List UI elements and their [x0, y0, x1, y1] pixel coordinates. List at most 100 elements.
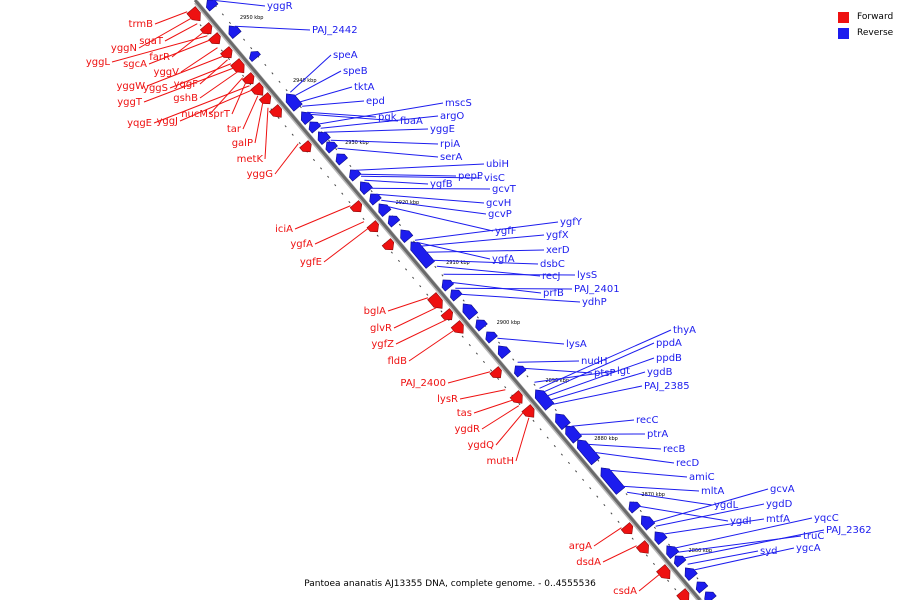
minor-tick	[335, 148, 338, 151]
minor-tick	[199, 24, 202, 27]
minor-tick	[553, 445, 556, 448]
reverse-gene-block	[654, 531, 668, 546]
reverse-gene-block	[349, 169, 362, 182]
reverse-leader-line	[298, 86, 353, 103]
reverse-gene-block	[695, 581, 709, 594]
minor-tick	[526, 375, 529, 378]
reverse-leader-line	[212, 0, 266, 7]
reverse-label-ubih: ubiH	[486, 159, 509, 170]
reverse-gene-block	[400, 229, 414, 244]
minor-tick	[482, 360, 485, 364]
reverse-leader-line	[534, 370, 616, 383]
forward-label-yggv: yggV	[154, 67, 180, 78]
minor-tick	[631, 537, 634, 540]
kbp-label: 2930 kbp	[345, 140, 369, 146]
minor-tick	[696, 577, 699, 580]
reverse-leader-line	[450, 281, 542, 294]
kbp-label: 2900 kbp	[497, 320, 521, 326]
reverse-label-lysa: lysA	[566, 339, 587, 350]
reverse-leader-line	[687, 550, 759, 565]
kbp-label: 2880 kbp	[594, 436, 618, 442]
reverse-label-recb: recB	[663, 444, 686, 455]
forward-leader-line	[242, 95, 259, 130]
reverse-label-ygdb: ygdB	[647, 367, 673, 378]
reverse-label-tkta: tktA	[354, 82, 375, 93]
forward-leader-line	[153, 85, 250, 124]
forward-gene-block	[349, 200, 363, 213]
minor-tick	[582, 478, 585, 481]
reverse-leader-line	[376, 193, 485, 204]
reverse-label-gcvp: gcvP	[488, 209, 512, 220]
forward-leader-line	[602, 545, 637, 563]
forward-swatch	[838, 11, 849, 23]
minor-tick	[560, 453, 563, 456]
reverse-gene-block	[359, 181, 373, 196]
forward-label-fldb: fldB	[387, 356, 407, 367]
forward-leader-line	[180, 47, 218, 73]
reverse-leader-line	[293, 70, 342, 97]
forward-leader-line	[294, 205, 351, 230]
minor-tick	[312, 158, 315, 162]
minor-tick	[468, 344, 471, 347]
reverse-swatch	[838, 27, 849, 39]
minor-tick	[250, 47, 253, 50]
minor-tick	[349, 164, 352, 168]
minor-tick	[546, 436, 549, 439]
forward-gene-block	[676, 588, 690, 600]
forward-label-glvr: glvR	[370, 323, 392, 334]
reverse-leader-line	[586, 443, 662, 450]
forward-gene-block	[250, 82, 264, 96]
minor-tick	[376, 234, 379, 237]
reverse-label-gcva: gcvA	[770, 484, 795, 495]
minor-tick	[490, 369, 493, 372]
minor-tick	[625, 493, 628, 496]
forward-label-dsda: dsdA	[576, 557, 601, 568]
minor-tick	[264, 63, 267, 67]
reverse-leader-line	[359, 173, 457, 177]
reverse-label-ygdd: ygdD	[766, 499, 793, 510]
forward-gene-block	[509, 390, 523, 404]
forward-leader-line	[408, 329, 456, 362]
reverse-label-paj-2401: PAJ_2401	[574, 284, 620, 295]
reverse-leader-line	[330, 139, 439, 145]
minor-tick	[667, 579, 670, 582]
forward-gene-block	[268, 104, 282, 118]
reverse-leader-line	[355, 163, 485, 171]
forward-leader-line	[164, 23, 198, 42]
reverse-label-thya: thyA	[673, 325, 696, 336]
reverse-label-recj: recJ	[542, 271, 561, 282]
forward-label-tar: tar	[227, 124, 242, 135]
kbp-label: 2910 kbp	[446, 260, 470, 266]
reverse-leader-line	[308, 113, 399, 122]
reverse-label-prfb: prfB	[543, 288, 564, 299]
reverse-label-mlta: mltA	[701, 486, 724, 497]
reverse-label-rpia: rpiA	[440, 139, 460, 150]
backbone-line	[193, 0, 702, 600]
minor-tick	[575, 470, 578, 473]
reverse-label-ppdb: ppdB	[656, 353, 682, 364]
forward-leader-line	[495, 411, 525, 446]
minor-tick	[242, 74, 245, 77]
forward-label-trmb: trmB	[129, 19, 154, 30]
reverse-label-dsbc: dsbC	[540, 259, 565, 270]
reverse-leader-line	[364, 179, 429, 185]
minor-tick	[639, 509, 642, 513]
forward-gene-block	[242, 72, 255, 85]
minor-tick	[291, 133, 294, 136]
forward-leader-line	[473, 399, 514, 414]
forward-label-icia: iciA	[275, 224, 293, 235]
forward-gene-block	[620, 522, 634, 535]
forward-label-arga: argA	[569, 541, 592, 552]
reverse-label-pgk: pgk	[378, 112, 397, 123]
forward-gene-block	[186, 6, 201, 22]
reverse-label-visc: visC	[484, 173, 505, 184]
reverse-gene-block	[555, 413, 571, 431]
reverse-leader-line	[652, 488, 769, 523]
minor-tick	[412, 276, 415, 279]
forward-leader-line	[179, 89, 254, 122]
reverse-label-ygfx: ygfX	[546, 230, 569, 241]
minor-tick	[554, 408, 557, 412]
reverse-label-lyss: lysS	[577, 270, 597, 281]
forward-label-yggn: yggN	[111, 43, 137, 54]
minor-tick	[220, 49, 223, 52]
